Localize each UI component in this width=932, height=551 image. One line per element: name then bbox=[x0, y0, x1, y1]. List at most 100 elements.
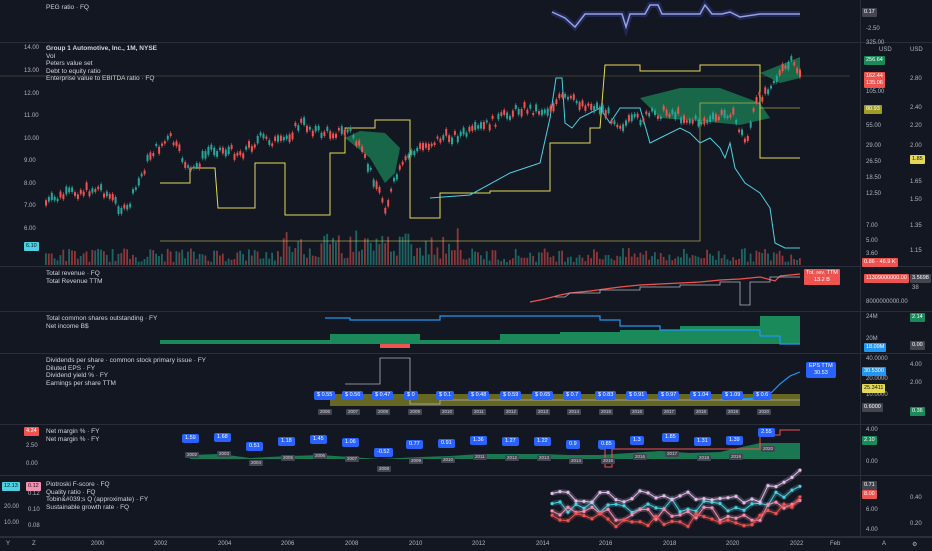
volume-bar bbox=[636, 257, 639, 265]
volume-bar bbox=[506, 261, 508, 265]
score-point bbox=[670, 519, 674, 523]
legend-peters[interactable]: Peters value set bbox=[46, 60, 93, 68]
candle-body bbox=[703, 117, 706, 125]
volume-bar bbox=[598, 258, 601, 265]
score-point bbox=[782, 495, 786, 499]
score-point bbox=[670, 497, 674, 502]
candle-body bbox=[53, 196, 56, 201]
candle-body bbox=[433, 142, 436, 145]
candle-body bbox=[712, 112, 714, 120]
candle-body bbox=[178, 144, 181, 152]
candle-body bbox=[250, 146, 253, 152]
volume-bar bbox=[410, 244, 413, 265]
score-point bbox=[774, 490, 778, 494]
volume-bar bbox=[540, 252, 543, 265]
candle-body bbox=[784, 65, 787, 69]
volume-bar bbox=[485, 251, 488, 265]
volume-bar bbox=[372, 250, 375, 265]
legend-ev-ebitda[interactable]: Enterprise value to EBITDA ratio · FQ bbox=[46, 75, 155, 83]
volume-bar bbox=[308, 248, 311, 265]
dividend-bubble: $ 0.6 bbox=[753, 391, 772, 400]
shares-outstanding-line bbox=[325, 315, 800, 345]
score-point bbox=[606, 517, 610, 521]
candle-body bbox=[453, 131, 456, 135]
dividend-year-label: 2012 bbox=[504, 409, 519, 415]
score-point bbox=[734, 521, 738, 525]
candle-body bbox=[723, 110, 726, 118]
volume-bar bbox=[665, 260, 668, 265]
candle-body bbox=[216, 151, 219, 157]
margin-bubble: 1.68 bbox=[214, 433, 231, 442]
candle-body bbox=[68, 187, 71, 193]
candle-body bbox=[752, 108, 755, 112]
score-point bbox=[742, 501, 746, 505]
volume-bar bbox=[88, 261, 91, 265]
dividend-bubble: $ 0.48 bbox=[468, 391, 490, 400]
candle-body bbox=[596, 102, 598, 109]
score-point bbox=[614, 518, 618, 522]
candle-body bbox=[772, 80, 775, 84]
candle-body bbox=[581, 100, 584, 107]
candle-body bbox=[236, 152, 239, 156]
axis-settings-btn[interactable]: ⚙ bbox=[912, 542, 918, 548]
volume-bar bbox=[770, 260, 772, 265]
axis-a-btn[interactable]: A bbox=[882, 541, 887, 547]
volume-bar bbox=[265, 252, 268, 265]
score-point bbox=[734, 506, 738, 510]
candle-body bbox=[88, 191, 91, 197]
time-axis[interactable]: Y Z 2000 2002 2004 2006 2008 2010 2012 2… bbox=[0, 537, 932, 551]
candle-body bbox=[395, 174, 398, 180]
volume-bar bbox=[471, 248, 474, 265]
margin-year-label: 2011 bbox=[473, 454, 487, 460]
volume-bar bbox=[149, 249, 152, 265]
volume-bar bbox=[76, 258, 79, 265]
candle-body bbox=[256, 135, 259, 144]
score-point bbox=[678, 520, 682, 524]
main-chart[interactable] bbox=[0, 43, 932, 267]
candle-body bbox=[285, 135, 288, 139]
margin-bubble: 0.9 bbox=[566, 440, 580, 449]
dividend-year-label: 2009 bbox=[408, 409, 423, 415]
candle-body bbox=[372, 179, 375, 187]
volume-bar bbox=[387, 236, 389, 265]
candle-body bbox=[439, 138, 442, 143]
volume-bar bbox=[703, 258, 706, 265]
candle-body bbox=[114, 197, 117, 204]
volume-bar bbox=[207, 260, 210, 265]
candle-body bbox=[610, 119, 613, 124]
legend-debt-equity[interactable]: Debt to equity ratio bbox=[46, 67, 101, 75]
revenue-ttm-badge: Tot. rev. TTM 13.2 B bbox=[804, 269, 840, 285]
volume-bar bbox=[332, 237, 334, 265]
debt-equity-line bbox=[160, 64, 800, 219]
volume-bar bbox=[384, 243, 387, 265]
score-point bbox=[750, 523, 754, 527]
symbol-title[interactable]: Group 1 Automotive, Inc., 1M, NYSE bbox=[46, 45, 157, 52]
volume-bar bbox=[91, 249, 94, 265]
volume-bar bbox=[85, 251, 88, 265]
volume-bar bbox=[648, 259, 650, 265]
volume-bar bbox=[329, 244, 331, 265]
candle-body bbox=[500, 112, 503, 116]
candle-body bbox=[697, 119, 700, 127]
volume-bar bbox=[47, 253, 50, 265]
legend-vol[interactable]: Vol bbox=[46, 52, 56, 60]
volume-bar bbox=[639, 252, 642, 265]
axis-y-btn[interactable]: Y bbox=[6, 541, 11, 547]
score-point bbox=[630, 497, 634, 501]
axis-z-btn[interactable]: Z bbox=[32, 541, 36, 547]
candle-body bbox=[471, 125, 474, 131]
volume-bar bbox=[764, 249, 766, 265]
candle-body bbox=[799, 69, 801, 78]
volume-bar bbox=[424, 240, 427, 265]
candle-body bbox=[149, 152, 152, 160]
candle-body bbox=[549, 106, 552, 112]
candle-body bbox=[488, 124, 491, 131]
volume-bar bbox=[294, 248, 297, 265]
candle-body bbox=[398, 165, 401, 170]
volume-bar bbox=[366, 238, 369, 265]
score-point bbox=[710, 506, 714, 510]
div-tag-2: 25.3411 bbox=[862, 384, 886, 393]
candle-body bbox=[219, 147, 221, 151]
candle-body bbox=[482, 121, 485, 130]
volume-bar bbox=[326, 233, 329, 265]
